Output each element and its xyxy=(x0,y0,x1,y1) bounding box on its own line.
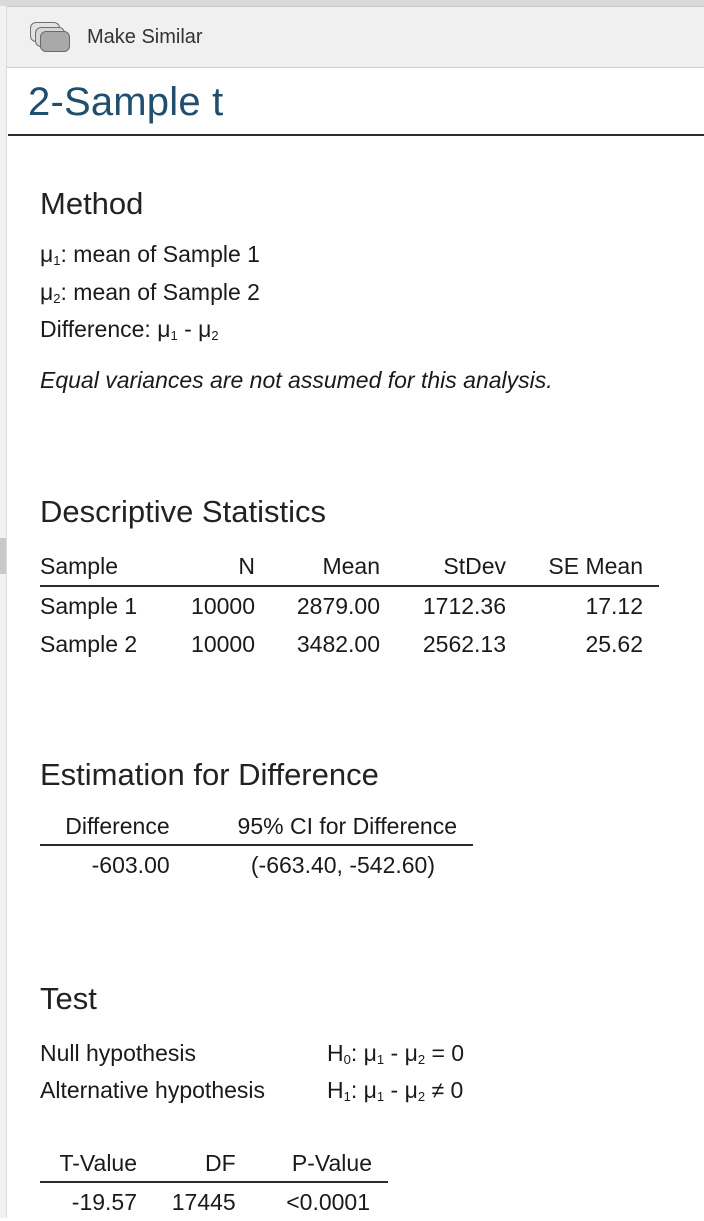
table-cell: 10000 xyxy=(191,630,255,657)
table-row: -603.00 (-663.40, -542.60) xyxy=(40,845,473,884)
output-toolbar: Make Similar xyxy=(7,7,704,68)
window-top-edge xyxy=(0,0,704,7)
table-cell: 2879.00 xyxy=(296,592,380,619)
table-cell: Sample 1 xyxy=(40,592,138,619)
column-header-mean: Mean xyxy=(255,551,380,587)
table-cell: 10000 xyxy=(191,592,255,619)
table-row: Sample 1 10000 2879.00 1712.36 17.12 xyxy=(40,586,659,625)
test-results-table: T-Value DF P-Value -19.57 17445 <0.0001 xyxy=(40,1150,388,1221)
column-header-se-mean: SE Mean xyxy=(506,551,659,587)
table-header-row: Difference 95% CI for Difference xyxy=(40,813,473,846)
descriptive-statistics-table: Sample N Mean StDev SE Mean Sample 1 100… xyxy=(40,551,659,663)
test-heading: Test xyxy=(40,981,97,1016)
make-similar-button[interactable]: Make Similar xyxy=(27,19,203,55)
column-header-ci: 95% CI for Difference xyxy=(169,813,473,846)
left-panel-resize-handle[interactable] xyxy=(0,538,6,574)
title-divider xyxy=(8,134,704,136)
page-title: 2-Sample t xyxy=(28,80,224,124)
table-cell: 2562.13 xyxy=(422,630,506,657)
table-cell: -19.57 xyxy=(71,1188,138,1215)
column-header-sample: Sample xyxy=(40,551,175,587)
column-header-stdev: StDev xyxy=(380,551,506,587)
column-header-df: DF xyxy=(137,1150,236,1183)
estimation-heading: Estimation for Difference xyxy=(40,757,379,792)
alternative-hypothesis-expression: H1: μ1 - μ2 ≠ 0 xyxy=(327,1077,464,1104)
make-similar-icon xyxy=(27,19,79,55)
table-cell: 17445 xyxy=(171,1188,236,1215)
table-cell: 25.62 xyxy=(585,630,643,657)
method-mu2-line: μ2: mean of Sample 2 xyxy=(40,279,260,306)
method-variance-note: Equal variances are not assumed for this… xyxy=(40,367,553,393)
table-cell: -603.00 xyxy=(91,851,170,878)
estimation-table: Difference 95% CI for Difference -603.00… xyxy=(40,813,473,884)
left-panel-edge xyxy=(0,6,7,1218)
table-cell: <0.0001 xyxy=(286,1188,370,1215)
table-cell: 3482.00 xyxy=(296,630,380,657)
table-cell: 1712.36 xyxy=(422,592,506,619)
table-header-row: T-Value DF P-Value xyxy=(40,1150,388,1183)
make-similar-label: Make Similar xyxy=(87,25,203,48)
table-header-row: Sample N Mean StDev SE Mean xyxy=(40,551,659,587)
alternative-hypothesis-label: Alternative hypothesis xyxy=(40,1077,266,1103)
method-difference-line: Difference: μ1 - μ2 xyxy=(40,316,219,343)
table-cell: Sample 2 xyxy=(40,630,138,657)
table-cell: 17.12 xyxy=(585,592,643,619)
null-hypothesis-expression: H0: μ1 - μ2 = 0 xyxy=(327,1040,465,1067)
column-header-difference: Difference xyxy=(40,813,170,846)
method-mu1-line: μ1: mean of Sample 1 xyxy=(40,241,260,268)
column-header-t-value: T-Value xyxy=(40,1150,138,1183)
column-header-n: N xyxy=(175,551,255,587)
table-row: -19.57 17445 <0.0001 xyxy=(40,1182,388,1221)
method-heading: Method xyxy=(40,186,144,221)
null-hypothesis-label: Null hypothesis xyxy=(40,1040,196,1066)
table-cell: (-663.40, -542.60) xyxy=(250,851,435,878)
table-row: Sample 2 10000 3482.00 2562.13 25.62 xyxy=(40,625,659,663)
column-header-p-value: P-Value xyxy=(235,1150,388,1183)
descriptive-heading: Descriptive Statistics xyxy=(40,494,326,529)
